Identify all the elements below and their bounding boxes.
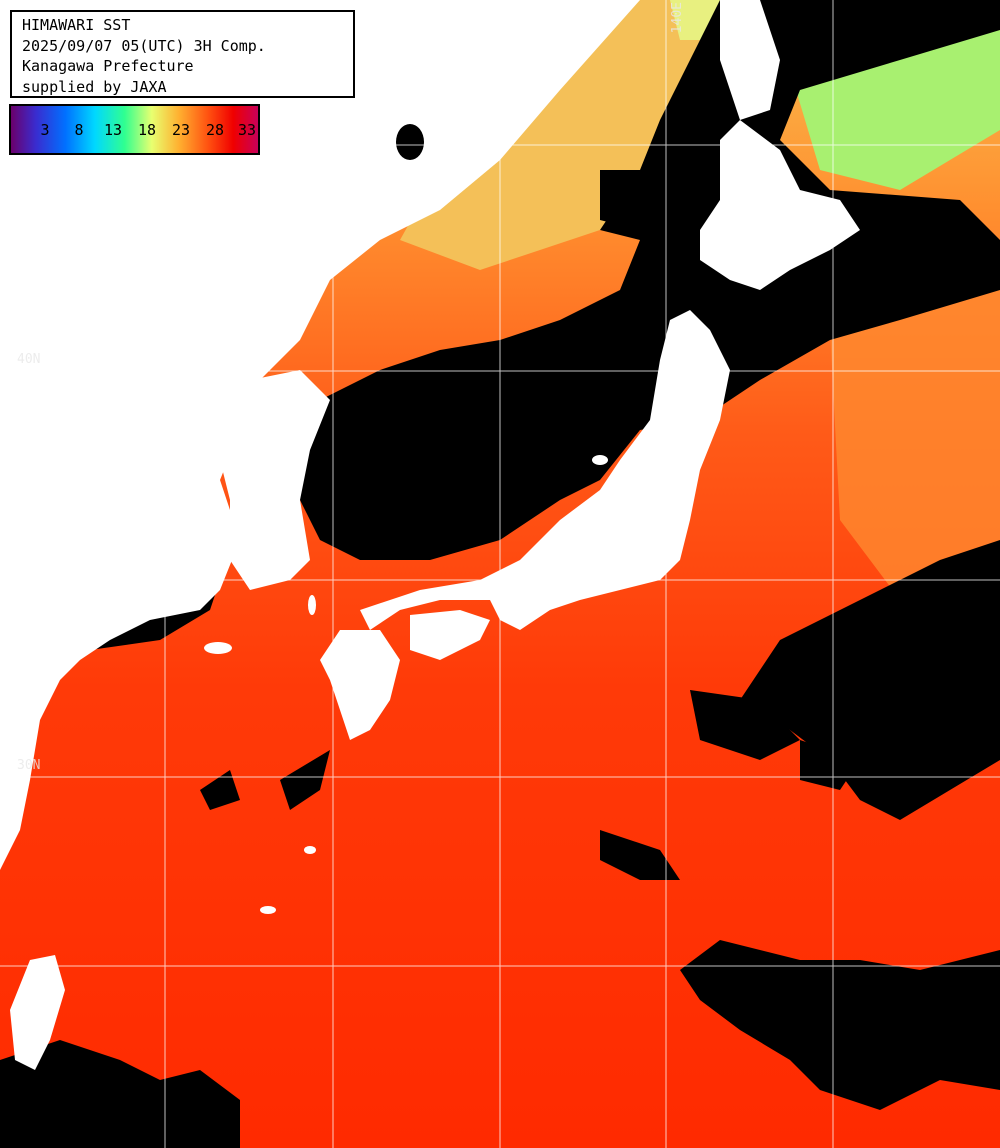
land-island-ryukyu-2 xyxy=(260,906,276,914)
land-island-sado xyxy=(592,455,608,465)
colorbar-label: 28 xyxy=(205,121,225,139)
land-liaodong xyxy=(0,330,70,400)
temperature-colorbar: 3 8 13 18 23 28 33 xyxy=(9,104,260,155)
land-korea xyxy=(180,370,330,590)
land-honshu xyxy=(360,310,730,630)
info-credit: supplied by JAXA xyxy=(22,77,167,96)
colorbar-label: 18 xyxy=(137,121,157,139)
info-box: HIMAWARI SST 2025/09/07 05(UTC) 3H Comp.… xyxy=(10,10,355,98)
land-island-tsushima xyxy=(308,595,316,615)
colorbar-label: 3 xyxy=(40,121,50,139)
grid-label-40n: 40N xyxy=(17,352,41,367)
land-shandong xyxy=(0,390,190,480)
grid-label-140e: 140E xyxy=(670,2,685,34)
colorbar-label: 8 xyxy=(74,121,84,139)
land xyxy=(0,0,860,1070)
colorbar-label: 33 xyxy=(237,121,257,139)
land-island-ryukyu-1 xyxy=(304,846,316,854)
land-kyushu xyxy=(320,630,400,740)
sea-cool-northeast xyxy=(830,280,1000,640)
colorbar-label: 23 xyxy=(171,121,191,139)
land-sakhalin xyxy=(720,0,780,120)
land-hokkaido xyxy=(700,120,860,290)
cloud-over-land xyxy=(396,124,424,160)
info-title: HIMAWARI SST xyxy=(22,16,131,34)
land-island-jeju xyxy=(204,642,232,654)
land-asia-west xyxy=(0,0,640,870)
land-shikoku xyxy=(410,610,490,660)
info-org: Kanagawa Prefecture xyxy=(22,57,194,75)
info-datetime: 2025/09/07 05(UTC) 3H Comp. xyxy=(22,36,266,55)
colorbar-label: 13 xyxy=(103,121,123,139)
land-taiwan xyxy=(10,955,65,1070)
grid-label-30n: 30N xyxy=(17,758,41,773)
